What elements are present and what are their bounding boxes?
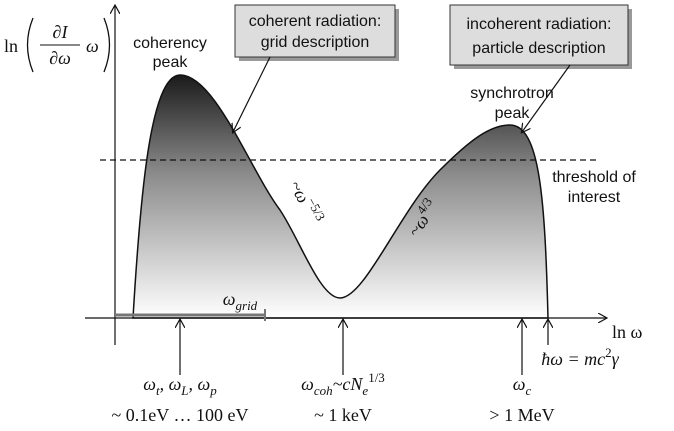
box-text: incoherent radiation: (467, 16, 612, 33)
math-part: , ω (189, 374, 211, 394)
math-part: ω (223, 289, 236, 309)
peak-label: peak (495, 105, 531, 122)
math-label: ωcoh~cNe1/3 (301, 370, 385, 398)
math-part: γ (612, 349, 620, 369)
math-part: L (180, 383, 188, 398)
math-part: ~cN (333, 374, 364, 394)
y-label-denominator: ∂ω (49, 48, 71, 68)
math-part: t (156, 383, 160, 398)
energy-label: ~ 0.1eV … 100 eV (112, 405, 249, 425)
incoherent-box (449, 4, 629, 66)
energy-label: > 1 MeV (489, 405, 554, 425)
box-text: grid description (261, 34, 370, 51)
math-label: ħω = mc2γ (541, 345, 619, 369)
peak-label: synchrotron (470, 85, 554, 102)
math-part: 1/3 (368, 370, 385, 385)
pointer-arrow (522, 64, 571, 132)
math-part: , ω (160, 374, 182, 394)
x-axis-label: ln ω (612, 322, 643, 342)
math-part: ω (513, 374, 526, 394)
paren (103, 17, 111, 73)
energy-label: ~ 1 keV (314, 405, 372, 425)
math-label: ωgrid (223, 289, 258, 313)
math-part: c (525, 383, 531, 398)
peak-label: coherency (133, 35, 207, 52)
math-part: grid (236, 298, 258, 313)
spectrum-curve (132, 74, 549, 319)
math-part: p (209, 383, 217, 398)
box-text: particle description (472, 40, 605, 57)
y-label-numerator: ∂I (53, 22, 69, 42)
math-label: ωt, ωL, ωp (143, 374, 217, 398)
math-part: ħω = mc (541, 349, 605, 369)
math-part: ω (301, 374, 314, 394)
coherent-box (234, 4, 396, 58)
math-part: coh (314, 383, 333, 398)
box-text: coherent radiation: (249, 13, 382, 30)
y-label-prefix: ln (4, 36, 18, 56)
math-part: −5/3 (304, 195, 328, 223)
threshold-label: interest (568, 189, 621, 206)
y-label-factor: ω (86, 36, 99, 56)
math-label: ~ω−5/3 (286, 175, 329, 227)
threshold-label: threshold of (552, 169, 636, 186)
math-part: e (362, 383, 368, 398)
math-part: ω (143, 374, 156, 394)
pointer-arrow (233, 56, 271, 132)
math-part: 2 (605, 345, 612, 360)
paren (26, 17, 34, 73)
math-label: ωc (513, 374, 532, 398)
peak-label: peak (153, 54, 189, 71)
